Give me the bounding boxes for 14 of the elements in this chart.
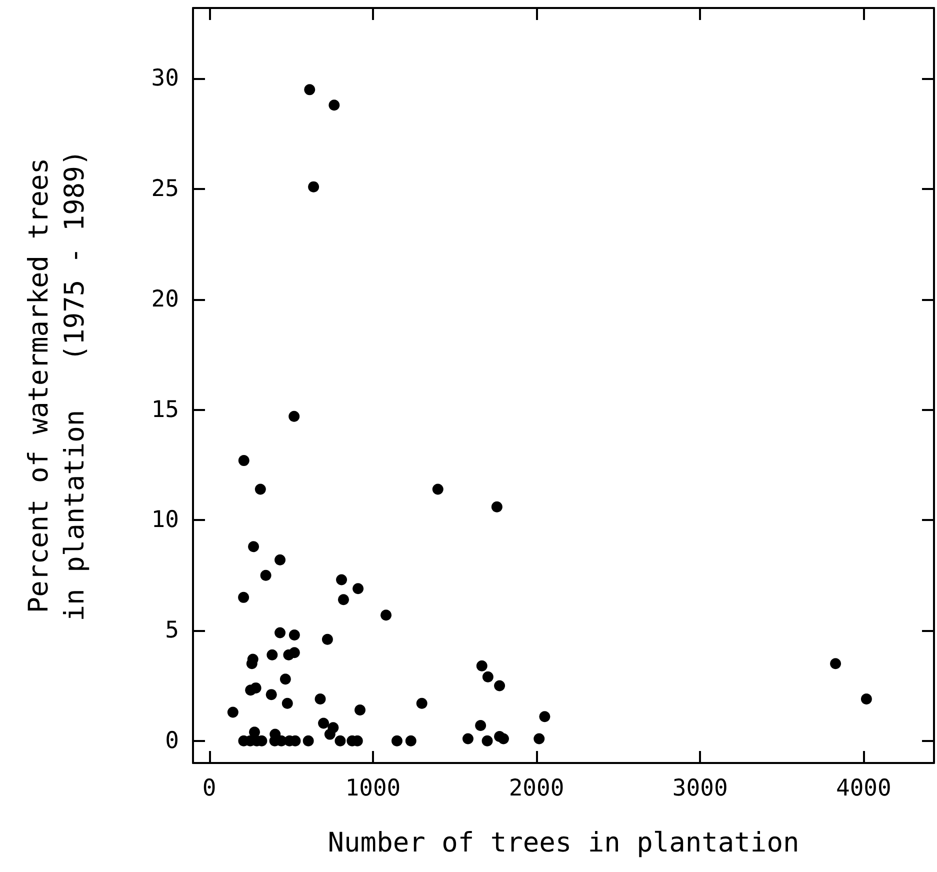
x-tick-label: 2000 <box>508 776 564 802</box>
x-tick-label: 3000 <box>672 776 728 802</box>
x-axis-title: Number of trees in plantation <box>328 828 800 858</box>
x-tick-label: 0 <box>202 776 216 802</box>
x-tick-label: 1000 <box>345 776 401 802</box>
y-tick-label: 20 <box>151 286 179 312</box>
y-axis-title: Percent of watermarked trees in plantation (1975 - 1989) <box>24 150 90 622</box>
y-tick-label: 0 <box>165 728 179 754</box>
y-tick-label: 15 <box>151 396 179 423</box>
y-tick-label: 5 <box>165 618 179 644</box>
y-tick-label: 25 <box>151 176 179 202</box>
x-tick-label: 4000 <box>836 776 892 802</box>
y-tick-label: 30 <box>151 66 179 92</box>
y-tick-label: 10 <box>151 507 179 534</box>
